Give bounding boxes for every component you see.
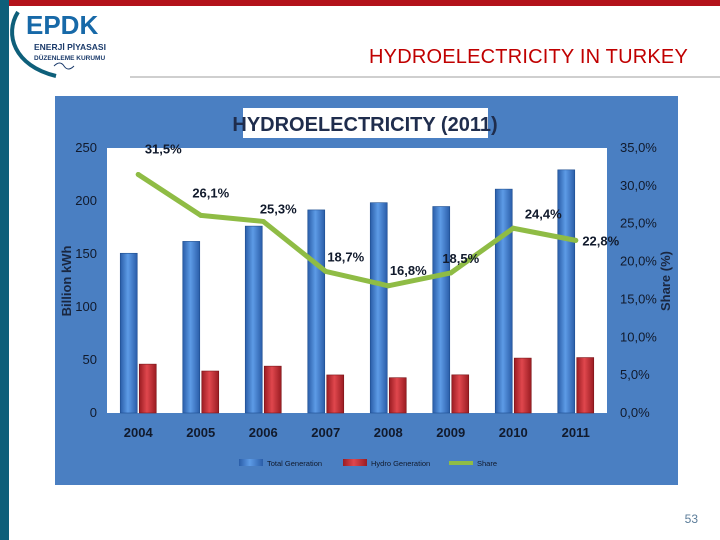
legend-swatch	[239, 459, 263, 466]
line-share	[135, 172, 579, 289]
logo-line2: DÜZENLEME KURUMU	[34, 53, 105, 62]
y2-axis-title: Share (%)	[658, 251, 673, 311]
chart-svg: HYDROELECTRICITY (2011) 0 50 100 150 200 250 0…	[55, 96, 678, 485]
left-accent-bar	[0, 0, 9, 540]
logo-line1: ENERJİ PİYASASI	[34, 42, 106, 52]
bar-hydro-generation	[201, 370, 220, 414]
x-tick-label: 2005	[186, 425, 215, 440]
share-data-label: 22,8%	[582, 233, 619, 248]
share-point	[510, 225, 516, 231]
x-tick-label: 2007	[311, 425, 340, 440]
y2-tick-label: 35,0%	[620, 140, 657, 155]
bar-hydro-generation	[388, 377, 407, 414]
y2-tick-label: 20,0%	[620, 254, 657, 269]
bar-hydro-generation	[513, 357, 532, 414]
bar-total-generation	[244, 225, 263, 414]
x-tick-label: 2006	[249, 425, 278, 440]
bar-total-generation	[307, 209, 326, 414]
share-data-label: 16,8%	[390, 263, 427, 278]
y2-tick-label: 25,0%	[620, 216, 657, 231]
legend-label: Hydro Generation	[371, 459, 430, 468]
slide-title: HYDROELECTRICITY IN TURKEY	[369, 46, 688, 68]
legend-label: Total Generation	[267, 459, 322, 468]
y2-tick-label: 5,0%	[620, 367, 650, 382]
bar-total-generation	[432, 206, 451, 414]
top-accent-bar	[0, 0, 720, 6]
bar-total-generation	[369, 202, 388, 414]
y2-tick-label: 0,0%	[620, 405, 650, 420]
y2-tick-label: 10,0%	[620, 329, 657, 344]
y2-tick-label: 30,0%	[620, 178, 657, 193]
page-number: 53	[684, 512, 698, 526]
share-data-label: 31,5%	[145, 142, 182, 157]
chart-title-box	[243, 108, 488, 138]
x-tick-label: 2009	[436, 425, 465, 440]
epdk-logo: EPDK ENERJİ PİYASASI DÜZENLEME KURUMU	[4, 4, 144, 82]
chart-title: HYDROELECTRICITY (2011)	[232, 114, 497, 136]
share-data-label: 18,7%	[327, 249, 364, 264]
bar-hydro-generation	[576, 357, 595, 414]
y-tick-label: 100	[75, 299, 97, 314]
bar-hydro-generation	[263, 365, 282, 414]
y-axis-title: Billion kWh	[59, 246, 74, 317]
bar-total-generation	[119, 252, 138, 414]
x-tick-label: 2004	[124, 425, 154, 440]
x-tick-label: 2010	[499, 425, 528, 440]
y-tick-label: 250	[75, 140, 97, 155]
y-tick-label: 0	[90, 405, 97, 420]
share-data-label: 24,4%	[525, 206, 562, 221]
logo-wordmark: EPDK	[26, 10, 98, 40]
legend-label: Share	[477, 459, 497, 468]
bar-hydro-generation	[326, 374, 345, 414]
y-tick-label: 200	[75, 193, 97, 208]
bar-hydro-generation	[451, 374, 470, 414]
share-data-label: 18,5%	[442, 251, 479, 266]
share-point	[260, 218, 266, 224]
share-point	[198, 212, 204, 218]
share-data-label: 26,1%	[192, 185, 229, 200]
share-data-label: 25,3%	[260, 201, 297, 216]
legend-swatch	[343, 459, 367, 466]
bar-total-generation	[557, 169, 576, 414]
bar-total-generation	[182, 241, 201, 414]
share-point	[573, 237, 579, 243]
chart-container: HYDROELECTRICITY (2011) 0 50 100 150 200 250 0…	[55, 96, 678, 485]
x-tick-label: 2008	[374, 425, 403, 440]
share-point	[385, 283, 391, 289]
share-point	[448, 270, 454, 276]
title-divider	[130, 76, 720, 78]
bar-total-generation	[494, 188, 513, 414]
y2-tick-label: 15,0%	[620, 291, 657, 306]
bar-hydro-generation	[138, 363, 157, 414]
share-point	[135, 172, 141, 177]
share-point	[323, 268, 329, 274]
x-tick-label: 2011	[562, 425, 590, 440]
y-tick-label: 50	[83, 352, 97, 367]
y-tick-label: 150	[75, 246, 97, 261]
